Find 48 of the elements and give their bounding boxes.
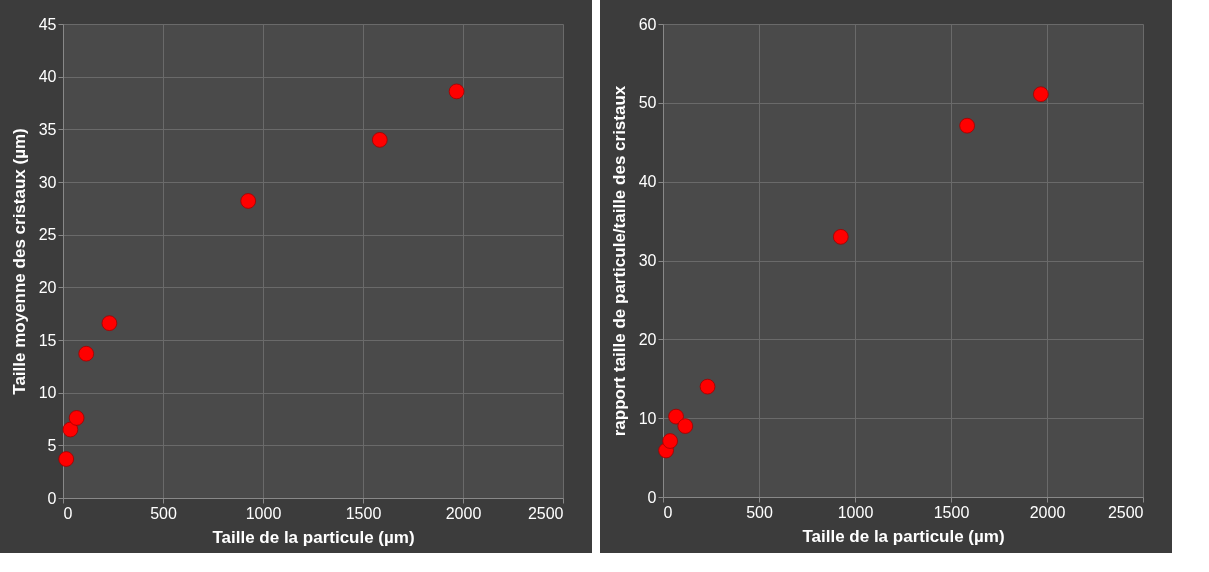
y-tick-label: 30 <box>38 173 57 191</box>
y-tick-label: 25 <box>38 226 57 244</box>
x-tick-label: 1500 <box>345 504 382 522</box>
x-tick-label: 1000 <box>245 504 282 522</box>
point <box>58 451 75 467</box>
y-tick-label: 0 <box>647 488 657 506</box>
point <box>699 378 716 395</box>
x-tick-label: 2500 <box>527 504 564 522</box>
point <box>78 345 95 362</box>
y-tick-label: 5 <box>47 436 57 454</box>
y-axis-title: rapport taille de particule/taille des cristaux <box>609 85 629 437</box>
y-tick-label: 20 <box>638 330 657 348</box>
y-tick-label: 40 <box>638 173 657 191</box>
point <box>101 315 118 331</box>
point <box>959 117 975 134</box>
x-tick-label: 1000 <box>837 503 874 521</box>
x-tick-label: 1500 <box>933 503 970 521</box>
y-tick-label: 0 <box>47 489 57 507</box>
x-tick-label: 2000 <box>445 504 482 522</box>
x-tick-label: 0 <box>663 503 673 521</box>
point <box>832 229 849 245</box>
point <box>668 408 684 425</box>
point <box>240 193 257 209</box>
y-tick-label: 30 <box>638 252 657 269</box>
y-tick-label: 40 <box>38 68 57 86</box>
y-tick-label: 20 <box>38 278 57 296</box>
x-tick-label: 500 <box>746 503 773 521</box>
y-tick-label: 45 <box>38 15 57 33</box>
y-tick-label: 10 <box>638 409 657 427</box>
x-tick-label: 0 <box>63 504 73 522</box>
point <box>662 433 678 449</box>
point <box>677 418 694 434</box>
x-tick-label: 500 <box>150 504 177 522</box>
x-axis-title: Taille de la particule (µm) <box>802 526 1005 546</box>
point <box>1033 86 1049 102</box>
x-axis-title: Taille de la particule (µm) <box>212 527 415 547</box>
y-tick-label: 50 <box>638 94 657 112</box>
point <box>62 421 79 438</box>
x-tick-label: 2000 <box>1029 503 1066 521</box>
point <box>68 410 85 426</box>
y-tick-label: 60 <box>638 15 657 33</box>
point <box>448 83 465 100</box>
y-axis-title: Taille moyenne des cristaux (µm) <box>9 128 29 395</box>
x-tick-label: 2500 <box>1107 503 1144 521</box>
y-tick-label: 15 <box>38 331 57 349</box>
y-tick-label: 10 <box>38 384 57 402</box>
point <box>371 132 388 148</box>
y-tick-label: 35 <box>38 120 57 138</box>
